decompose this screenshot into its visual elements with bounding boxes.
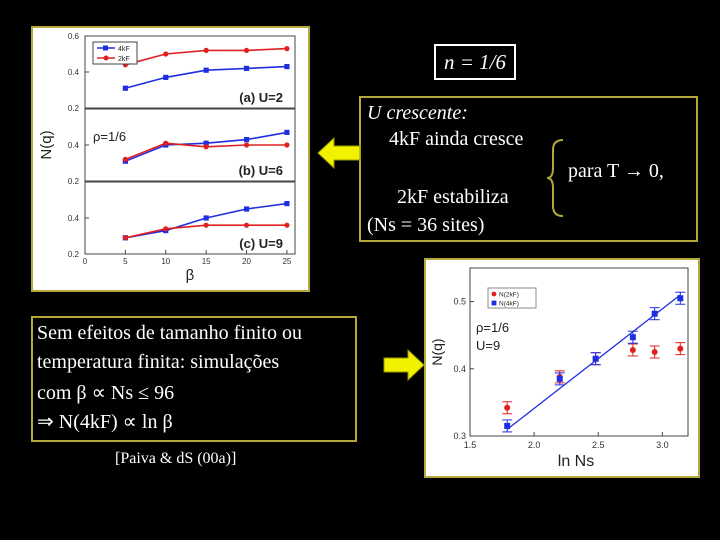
bottom-info-box: Sem efeitos de tamanho finito ou tempera… — [31, 316, 357, 442]
data-point — [504, 404, 511, 411]
data-point — [243, 222, 250, 228]
legend-label-2kf: 2kF — [118, 56, 130, 63]
data-point — [122, 156, 128, 162]
data-point — [284, 64, 290, 70]
rho-label: ρ=1/6 — [476, 320, 509, 335]
x-tick-label: 0 — [83, 257, 88, 266]
data-point — [629, 346, 636, 353]
data-point — [243, 142, 250, 148]
legend-label-4kf: N(4kF) — [499, 301, 519, 308]
x-tick-label: 10 — [161, 257, 170, 266]
data-point — [163, 51, 169, 57]
bottom-line-2: temperatura finita: simulações — [37, 351, 280, 373]
data-point — [592, 355, 599, 362]
y-tick-label: 0.2 — [68, 250, 80, 259]
data-point — [163, 226, 169, 232]
data-point — [677, 295, 684, 302]
n-value: n = 1/6 — [443, 49, 506, 74]
data-point — [651, 310, 658, 317]
y-axis-label: N(q) — [38, 130, 55, 159]
data-point — [163, 74, 169, 80]
data-point — [284, 129, 290, 135]
data-point — [163, 140, 169, 146]
data-point — [203, 47, 209, 53]
x-tick-label: 5 — [123, 257, 128, 266]
y-axis-label: N(q) — [429, 338, 445, 365]
brace-icon — [547, 139, 564, 217]
data-point — [203, 140, 209, 146]
legend-marker-2kf — [491, 291, 497, 297]
arrow-left-icon — [317, 136, 361, 170]
x-tick-label: 2.5 — [592, 440, 605, 450]
data-point — [203, 215, 209, 221]
top-chart-frame: 0.6 0.4 0.2 (a) U=2 0.4 0.2 (b) U=6 0.4 0.2 (c) U… — [31, 26, 310, 292]
info-box: U crescente: 4kF ainda cresce 2kF estabi… — [359, 96, 698, 242]
data-point — [122, 235, 128, 241]
data-point — [243, 65, 250, 71]
info-line-3: 2kF estabiliza — [397, 186, 509, 208]
data-point — [122, 85, 128, 91]
legend-marker-2kf — [103, 55, 109, 61]
info-line-2: 4kF ainda cresce — [389, 128, 524, 150]
y-tick-label: 0.4 — [68, 141, 80, 150]
arrow-right-icon — [383, 348, 425, 382]
data-point — [651, 349, 658, 355]
legend-marker-4kf — [103, 45, 108, 51]
bottom-line-3: com β ∝ Ns ≤ 96 — [37, 382, 175, 404]
x-tick-label: 2.0 — [528, 440, 541, 450]
legend-label-4kf: 4kF — [118, 46, 130, 53]
x-tick-label: 25 — [282, 257, 291, 266]
y-tick-label: 0.4 — [453, 364, 466, 374]
panel-label: (c) U=9 — [239, 236, 283, 251]
data-point — [203, 144, 209, 150]
x-tick-label: 15 — [202, 257, 211, 266]
info-side-note: para T → 0, — [568, 160, 664, 182]
u-label: U=9 — [476, 338, 500, 353]
bottom-line-4: ⇒ N(4kF) ∝ ln β — [37, 411, 173, 433]
legend-box — [92, 41, 138, 65]
data-point — [243, 206, 250, 212]
x-tick-label: 3.0 — [656, 440, 669, 450]
bottom-line-1: Sem efeitos de tamanho finito ou — [37, 322, 302, 344]
n-value-box: n = 1/6 — [434, 44, 516, 80]
beta-chart: 0.6 0.4 0.2 (a) U=2 0.4 0.2 (b) U=6 0.4 0.2 (c) U… — [33, 28, 308, 290]
x-axis-label: ln Ns — [558, 453, 594, 470]
y-tick-label: 0.4 — [68, 214, 80, 223]
legend-box — [487, 287, 537, 309]
data-point — [284, 201, 290, 207]
ln-ns-chart: 1.5 2.0 2.5 3.0 0.5 0.4 0.3 N(2kF) N(4kF) ρ=1/6 U=… — [426, 260, 698, 476]
data-point — [284, 46, 290, 52]
y-tick-label: 0.4 — [68, 68, 80, 77]
x-tick-label: 1.5 — [464, 440, 477, 450]
y-tick-label: 0.5 — [453, 297, 466, 307]
rho-label: ρ=1/6 — [93, 129, 126, 144]
fit-line — [506, 294, 681, 430]
data-point — [203, 222, 209, 228]
data-point — [243, 137, 250, 143]
info-line-1: U crescente: — [367, 102, 468, 124]
data-point — [203, 67, 209, 73]
plot-frame — [469, 267, 689, 437]
citation: [Paiva & dS (00a)] — [115, 450, 237, 467]
y-tick-label: 0.3 — [453, 431, 466, 441]
legend-marker-4kf — [491, 300, 497, 306]
data-point — [556, 375, 563, 382]
bottom-chart-frame: 1.5 2.0 2.5 3.0 0.5 0.4 0.3 N(2kF) N(4kF) ρ=1/6 U=… — [424, 258, 700, 478]
data-point — [629, 334, 636, 341]
y-tick-label: 0.2 — [68, 104, 80, 113]
y-tick-label: 0.2 — [68, 177, 80, 186]
legend-label-2kf: N(2kF) — [499, 292, 519, 299]
x-axis-label: β — [186, 267, 195, 284]
y-tick-label: 0.6 — [68, 32, 80, 41]
data-point — [284, 222, 290, 228]
panel-label: (b) U=6 — [239, 163, 283, 178]
data-point — [243, 47, 250, 53]
data-point — [677, 345, 684, 352]
panel-label: (a) U=2 — [239, 90, 283, 105]
x-tick-label: 20 — [242, 257, 251, 266]
info-line-4: (Ns = 36 sites) — [367, 214, 485, 236]
data-point — [284, 142, 290, 148]
data-point — [504, 422, 511, 429]
